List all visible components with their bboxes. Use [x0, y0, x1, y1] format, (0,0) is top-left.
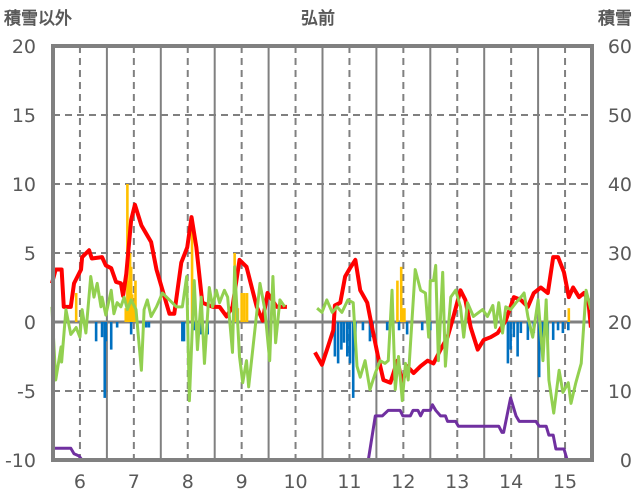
y-right-tick-label: 30 — [608, 243, 632, 265]
y-left-tick-label: -10 — [5, 450, 36, 472]
blue-bar — [342, 322, 346, 343]
blue-bar — [345, 322, 349, 357]
blue-bar — [405, 322, 409, 335]
orange-bar — [190, 218, 194, 322]
blue-bar — [516, 322, 519, 357]
x-tick-label: 13 — [445, 471, 469, 493]
blue-bar — [182, 322, 186, 342]
orange-bar — [567, 308, 571, 322]
x-tick-label: 9 — [236, 471, 248, 493]
left-axis-label: 積雪以外 — [4, 8, 72, 29]
blue-bar — [104, 322, 108, 342]
plot-frame — [51, 44, 594, 462]
x-tick-label: 7 — [128, 471, 140, 493]
blue-bar — [368, 322, 372, 342]
orange-bar — [403, 308, 406, 322]
y-left-tick-label: 10 — [12, 174, 36, 196]
x-tick-label: 15 — [553, 471, 577, 493]
plot-border — [51, 44, 594, 462]
grid — [53, 46, 592, 460]
blue-bar — [385, 322, 389, 331]
orange-bar — [245, 293, 249, 322]
blue-bar — [147, 322, 151, 328]
x-tick-label: 10 — [283, 471, 307, 493]
blue-bar — [351, 322, 355, 398]
x-tick-label: 8 — [182, 471, 194, 493]
chart-title: 弘前 — [301, 8, 335, 29]
lines — [49, 202, 593, 462]
y-right-tick-label: 40 — [608, 174, 632, 196]
blue-bar — [348, 322, 352, 364]
blue-bar — [361, 322, 365, 331]
blue-bar — [526, 322, 530, 340]
blue-bar — [100, 322, 104, 338]
blue-bar — [509, 322, 512, 350]
blue-bar — [199, 322, 203, 335]
blue-bar — [109, 322, 113, 350]
purple-line-segment — [314, 396, 591, 462]
blue-bar — [556, 322, 560, 331]
x-tick-label: 12 — [391, 471, 415, 493]
blue-bar — [397, 322, 401, 331]
blue-bar — [561, 322, 565, 334]
y-right-tick-label: 0 — [620, 450, 632, 472]
blue-bar — [519, 322, 523, 334]
x-tick-label: 6 — [74, 471, 86, 493]
blue-bar — [115, 322, 119, 328]
orange-bar — [124, 308, 128, 322]
orange-bar — [396, 280, 399, 322]
y-left-tick-label: 0 — [24, 312, 36, 334]
blue-bar — [181, 322, 184, 342]
blue-bar — [144, 322, 148, 328]
blue-bar — [336, 322, 340, 364]
green-line-segment — [50, 265, 286, 403]
blue-bar — [566, 322, 570, 331]
blue-bar — [94, 322, 98, 342]
blue-bar — [340, 322, 343, 350]
y-left-tick-label: 5 — [24, 243, 36, 265]
y-left-tick-label: 20 — [12, 36, 36, 58]
orange-bar — [132, 301, 136, 322]
orange-bar — [399, 266, 403, 322]
blue-bar — [551, 322, 555, 340]
blue-bar — [537, 322, 541, 378]
orange-bar — [134, 280, 137, 322]
y-left-tick-label: 15 — [12, 105, 36, 127]
green-line-segment — [316, 263, 593, 415]
blue-bar — [506, 322, 510, 364]
y-right-tick-label: 20 — [608, 312, 632, 334]
blue-bar — [129, 322, 133, 335]
blue-bar — [192, 322, 196, 331]
y-right-tick-label: 10 — [608, 381, 632, 403]
blue-bar — [420, 322, 424, 331]
blue-bar — [512, 322, 516, 338]
orange-bar — [130, 294, 134, 322]
x-tick-label: 11 — [337, 471, 361, 493]
y-left-tick-label: -5 — [17, 381, 36, 403]
red-line-segment — [313, 255, 593, 385]
blue-bar — [333, 322, 337, 357]
right-axis-label: 積雪 — [598, 8, 632, 29]
x-tick-label: 14 — [499, 471, 523, 493]
orange-bar — [240, 293, 243, 322]
y-right-tick-label: 60 — [608, 36, 632, 58]
orange-bar — [243, 293, 246, 322]
blue-bar — [103, 322, 107, 398]
red-line-segment — [49, 202, 287, 323]
y-right-tick-label: 50 — [608, 105, 632, 127]
orange-bar — [74, 293, 78, 322]
orange-bar — [127, 280, 130, 322]
